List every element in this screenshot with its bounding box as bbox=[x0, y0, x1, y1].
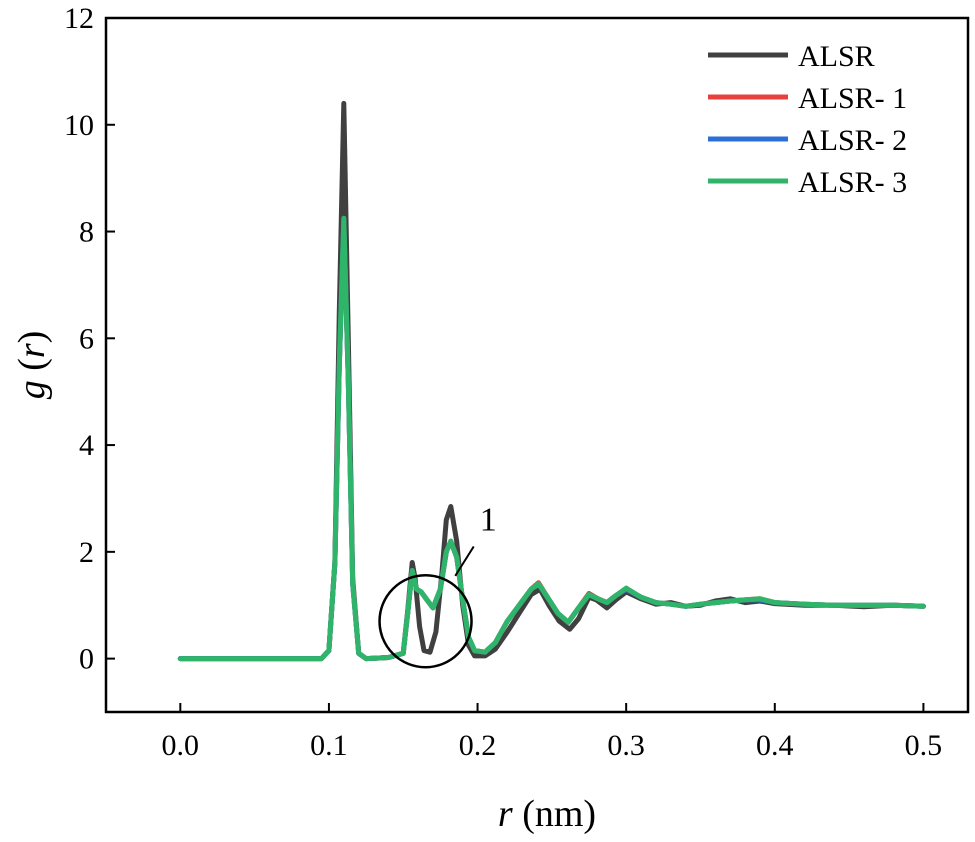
x-tick-label: 0.5 bbox=[905, 729, 943, 762]
plot-frame bbox=[104, 16, 970, 714]
annotation-leader-line bbox=[454, 545, 475, 577]
x-axis-label-unit: (nm) bbox=[513, 793, 596, 835]
y-tick-label: 12 bbox=[64, 2, 94, 35]
series-line-2 bbox=[177, 221, 926, 662]
x-tick-label: 0.3 bbox=[607, 729, 645, 762]
x-axis-ticks: 0.0 0.1 0.2 0.3 0.4 0.5 bbox=[162, 703, 943, 762]
y-axis-label: g (r) bbox=[11, 331, 53, 400]
plot-area bbox=[104, 16, 970, 714]
x-tick-label: 0.1 bbox=[310, 729, 348, 762]
annotation-circle bbox=[378, 573, 473, 669]
y-tick-label: 2 bbox=[79, 536, 94, 569]
y-axis-ticks: 0 2 4 6 8 10 12 bbox=[64, 2, 115, 676]
y-axis-label-close-paren: ) bbox=[11, 331, 53, 344]
x-axis-label-var: r bbox=[498, 793, 513, 835]
x-tick-label: 0.4 bbox=[756, 729, 794, 762]
legend-label: ALSR- 2 bbox=[798, 124, 907, 157]
legend-label: ALSR bbox=[798, 40, 875, 73]
series-line-4 bbox=[177, 215, 926, 662]
y-axis-label-open-paren: ( bbox=[11, 358, 53, 380]
legend-label: ALSR- 1 bbox=[798, 82, 907, 115]
y-tick-label: 10 bbox=[64, 109, 94, 142]
y-tick-label: 0 bbox=[79, 643, 94, 676]
y-axis-label-g: g bbox=[11, 380, 53, 399]
annotation: 1 bbox=[378, 501, 497, 669]
legend-label: ALSR- 3 bbox=[798, 166, 907, 199]
legend: ALSR ALSR- 1 ALSR- 2 ALSR- 3 bbox=[708, 40, 907, 199]
annotation-label: 1 bbox=[480, 501, 497, 538]
y-tick-label: 4 bbox=[79, 429, 94, 462]
x-axis-label: r (nm) bbox=[498, 793, 596, 835]
series-line-3 bbox=[177, 218, 926, 662]
x-tick-label: 0.2 bbox=[459, 729, 497, 762]
y-tick-label: 8 bbox=[79, 216, 94, 249]
y-tick-label: 6 bbox=[79, 322, 94, 355]
y-axis-label-r: r bbox=[11, 343, 53, 358]
x-tick-label: 0.0 bbox=[162, 729, 200, 762]
series-lines bbox=[177, 100, 926, 662]
